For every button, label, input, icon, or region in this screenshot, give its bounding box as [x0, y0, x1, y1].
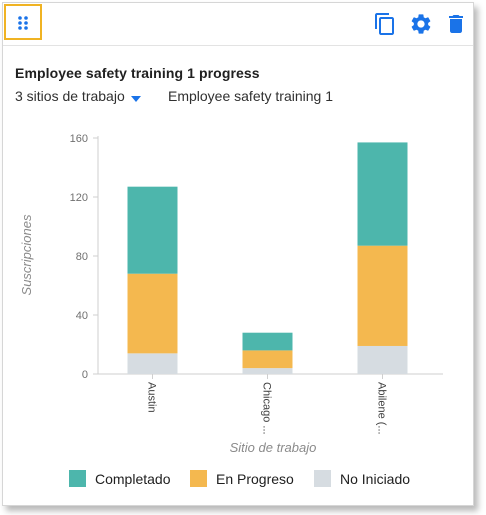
x-axis-label: Sitio de trabajo — [230, 440, 317, 455]
site-filter-label: 3 sitios de trabajo — [15, 88, 125, 104]
delete-button[interactable] — [444, 12, 468, 36]
y-tick-label: 40 — [76, 310, 88, 322]
site-filter-dropdown[interactable]: 3 sitios de trabajo — [15, 88, 141, 105]
y-tick-label: 80 — [76, 251, 88, 263]
bar-segment[interactable] — [242, 350, 293, 369]
widget-title: Employee safety training 1 progress — [15, 65, 260, 81]
copy-button[interactable] — [373, 12, 397, 36]
legend-swatch — [69, 470, 86, 487]
caret-down-icon — [130, 89, 141, 105]
bar-segment[interactable] — [127, 273, 178, 354]
course-filter-label: Employee safety training 1 — [168, 88, 333, 104]
bar-segment[interactable] — [127, 353, 178, 374]
y-tick-label: 0 — [82, 369, 88, 381]
drag-handle-button[interactable] — [4, 4, 42, 40]
stacked-bar-chart: 0 40 80 120 160 Austin Chicago ... Abilene (..… — [19, 133, 443, 455]
legend-label: En Progreso — [216, 471, 294, 487]
widget-toolbar — [3, 3, 473, 46]
x-tick-label: Austin — [146, 382, 158, 413]
chart-widget-card: Employee safety training 1 progress 3 si… — [2, 2, 474, 506]
y-tick-label: 120 — [70, 192, 88, 204]
trash-icon — [449, 15, 463, 33]
legend-swatch — [190, 470, 207, 487]
bar-segment[interactable] — [357, 345, 408, 374]
x-tick-label: Abilene (... — [376, 382, 388, 435]
bar-segment[interactable] — [127, 186, 178, 274]
gear-icon — [411, 14, 431, 34]
bar-segment[interactable] — [242, 332, 293, 351]
x-tick-label: Chicago ... — [261, 382, 273, 435]
y-tick-label: 160 — [70, 133, 88, 145]
legend-label: No Iniciado — [340, 471, 411, 487]
bar-segment[interactable] — [357, 245, 408, 346]
drag-handle-icon — [18, 16, 28, 30]
y-axis-label: Suscripciones — [19, 214, 34, 295]
legend-label: Completado — [95, 471, 171, 487]
bar-segment[interactable] — [357, 142, 408, 246]
copy-icon — [375, 13, 394, 35]
legend-swatch — [314, 470, 331, 487]
bar-segment[interactable] — [242, 368, 293, 374]
settings-button[interactable] — [409, 12, 433, 36]
